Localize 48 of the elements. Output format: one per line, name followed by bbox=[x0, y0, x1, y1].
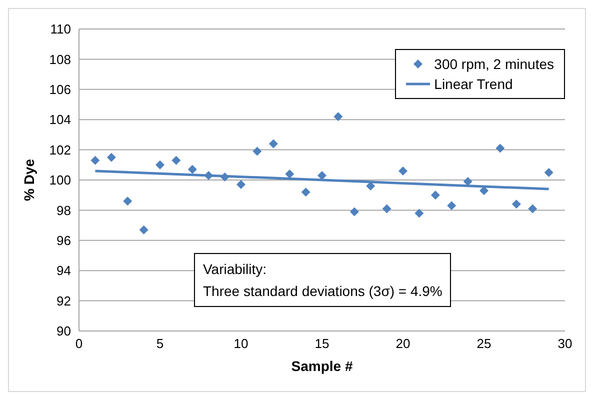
point bbox=[90, 156, 100, 165]
y-tick-label: 92 bbox=[56, 293, 71, 308]
y-tick-label: 90 bbox=[56, 324, 71, 339]
point bbox=[236, 180, 246, 190]
point bbox=[528, 204, 538, 214]
x-tick-label: 15 bbox=[314, 336, 330, 352]
legend-label: 300 rpm, 2 minutes bbox=[434, 55, 554, 74]
point bbox=[334, 112, 343, 122]
x-tick-label: 30 bbox=[558, 336, 572, 352]
point bbox=[106, 152, 116, 162]
y-tick-label: 98 bbox=[56, 202, 71, 218]
point bbox=[156, 160, 164, 170]
point bbox=[447, 201, 456, 210]
y-tick-label: 100 bbox=[49, 172, 71, 188]
point bbox=[139, 225, 148, 234]
point bbox=[285, 169, 294, 178]
y-tick-label: 102 bbox=[49, 142, 71, 158]
x-tick-label: 5 bbox=[156, 336, 164, 352]
y-axis-title: % Dye bbox=[20, 158, 37, 202]
point bbox=[496, 144, 505, 153]
point bbox=[172, 156, 181, 165]
x-axis-title: Sample # bbox=[291, 358, 353, 374]
point bbox=[398, 166, 408, 176]
annotation: Variability: Three standard deviations (3σ) = 4.9% bbox=[194, 253, 452, 307]
point bbox=[252, 146, 262, 156]
point bbox=[430, 190, 440, 200]
point bbox=[123, 196, 132, 206]
point bbox=[188, 164, 197, 174]
point bbox=[350, 207, 359, 216]
y-tick-label: 104 bbox=[49, 112, 71, 128]
legend-label: Linear Trend bbox=[434, 75, 513, 94]
point bbox=[382, 204, 392, 214]
y-tick-label: 94 bbox=[56, 263, 71, 278]
point bbox=[318, 170, 326, 180]
point bbox=[512, 200, 521, 209]
x-tick-label: 10 bbox=[234, 336, 248, 352]
point bbox=[268, 139, 278, 148]
x-tick-label: 20 bbox=[396, 336, 410, 352]
point bbox=[301, 188, 310, 197]
y-tick-label: 106 bbox=[49, 82, 71, 98]
point bbox=[544, 168, 554, 177]
y-tick-label: 108 bbox=[49, 52, 71, 67]
y-tick-label: 96 bbox=[56, 233, 71, 248]
x-tick-label: 0 bbox=[75, 336, 83, 352]
x-tick-label: 25 bbox=[476, 336, 492, 352]
point bbox=[414, 208, 424, 218]
point bbox=[220, 172, 230, 182]
y-tick-label: 110 bbox=[50, 22, 71, 37]
